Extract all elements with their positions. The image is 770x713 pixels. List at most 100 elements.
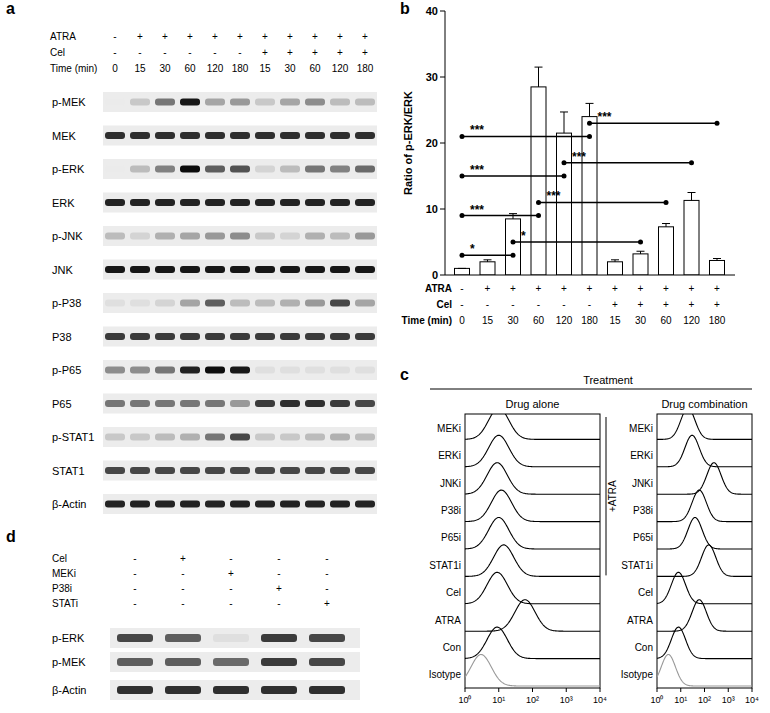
- band: [355, 367, 375, 374]
- x-tick-label: 10⁰: [458, 695, 471, 705]
- x-tick-label: 180: [581, 315, 598, 326]
- blot-background: [103, 260, 377, 280]
- significance-label: ***: [470, 203, 484, 217]
- band: [230, 99, 250, 106]
- condition-value: +: [262, 47, 268, 58]
- comparison-dot: [562, 174, 567, 179]
- bar: [710, 260, 725, 275]
- significance-label: ***: [572, 150, 586, 164]
- band: [330, 434, 350, 441]
- blot-label: P38: [52, 331, 72, 343]
- band: [330, 199, 350, 206]
- band: [330, 501, 350, 508]
- condition-value: -: [213, 47, 216, 58]
- condition-value: +: [561, 283, 567, 294]
- condition-value: -: [133, 598, 136, 609]
- band: [105, 266, 125, 273]
- band: [355, 199, 375, 206]
- error-cap: [586, 103, 594, 104]
- x-tick: [680, 688, 681, 692]
- error-bar: [560, 112, 568, 133]
- band: [105, 400, 125, 407]
- blot-label: P65: [52, 398, 72, 410]
- band: [261, 634, 297, 642]
- x-tick-label: 30: [507, 315, 519, 326]
- condition-label: P38i: [52, 583, 72, 594]
- x-tick-label: 120: [683, 315, 700, 326]
- blot-background: [103, 461, 377, 481]
- blot-background: [110, 628, 360, 648]
- y-tick-label: 40: [426, 5, 438, 17]
- condition-value: -: [163, 47, 166, 58]
- comparison-dot: [511, 240, 516, 245]
- band: [180, 400, 200, 407]
- band: [230, 333, 250, 340]
- error-cap: [688, 192, 696, 193]
- condition-value: -: [229, 583, 232, 594]
- condition-value: +: [337, 47, 343, 58]
- band: [105, 434, 125, 441]
- band: [213, 686, 249, 694]
- band: [180, 333, 200, 340]
- significance-label: ***: [470, 123, 484, 137]
- band: [205, 166, 225, 173]
- condition-value: +: [162, 31, 168, 42]
- band: [205, 199, 225, 206]
- condition-label: MEKi: [52, 568, 76, 579]
- condition-value: +: [312, 47, 318, 58]
- bar: [684, 200, 699, 275]
- error-bar: [688, 193, 696, 201]
- band: [255, 166, 275, 173]
- bar: [506, 219, 521, 275]
- y-tick: [440, 77, 445, 78]
- band: [305, 333, 325, 340]
- condition-value: 60: [309, 63, 321, 74]
- blot-background: [103, 126, 377, 146]
- x-tick-label: 10³: [722, 695, 735, 705]
- band: [230, 300, 250, 307]
- band: [180, 501, 200, 508]
- row-label: Con: [635, 642, 653, 653]
- band: [105, 132, 125, 139]
- histogram: [465, 627, 600, 659]
- band: [305, 367, 325, 374]
- error-bar: [611, 260, 619, 262]
- condition-value: 180: [357, 63, 374, 74]
- condition-value: +: [212, 31, 218, 42]
- x-tick-label: 10²: [526, 695, 539, 705]
- histogram: [657, 517, 752, 549]
- row-label: Cel: [638, 587, 653, 598]
- band: [255, 400, 275, 407]
- condition-value: -: [229, 598, 232, 609]
- condition-value: +: [714, 283, 720, 294]
- blot-background: [103, 494, 377, 514]
- band: [130, 300, 150, 307]
- band: [330, 166, 350, 173]
- band: [130, 166, 150, 173]
- error-bar: [662, 224, 670, 227]
- condition-value: -: [325, 583, 328, 594]
- band: [261, 658, 297, 666]
- band: [355, 233, 375, 240]
- blot-background: [103, 193, 377, 213]
- condition-value: +: [276, 583, 282, 594]
- band: [355, 467, 375, 474]
- comparison-dot: [536, 200, 541, 205]
- band: [330, 367, 350, 374]
- band: [305, 233, 325, 240]
- bar: [633, 254, 648, 275]
- band: [155, 434, 175, 441]
- x-tick: [498, 688, 499, 692]
- band: [155, 333, 175, 340]
- significance-label: *: [521, 229, 526, 243]
- bar: [531, 87, 546, 275]
- bar: [659, 227, 674, 275]
- condition-value: -: [188, 47, 191, 58]
- histograms: [657, 414, 752, 686]
- condition-label: Cel: [50, 47, 65, 58]
- band: [105, 99, 125, 106]
- band: [180, 166, 200, 173]
- row-label: JNKi: [440, 478, 461, 489]
- blot-background: [103, 159, 377, 179]
- band: [117, 658, 153, 666]
